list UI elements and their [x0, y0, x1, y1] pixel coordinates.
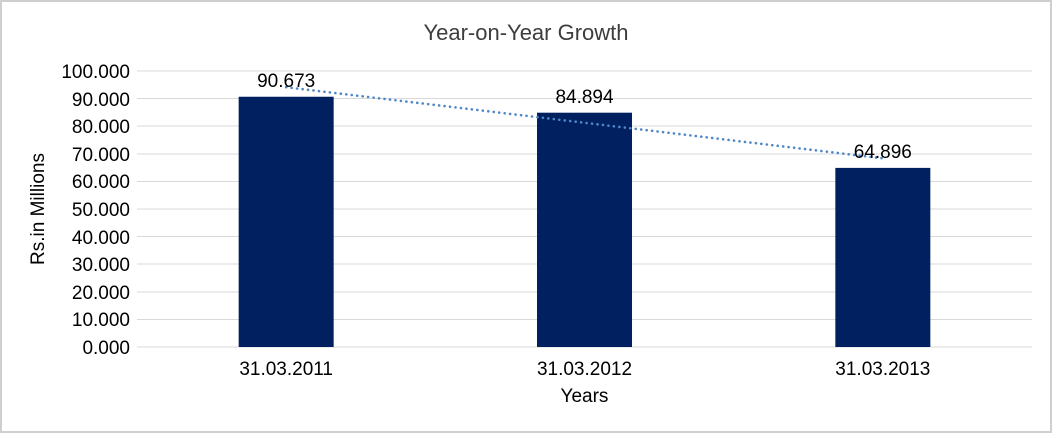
- y-tick-label: 80.000: [71, 117, 130, 139]
- x-tick-label: 31.03.2012: [536, 359, 633, 380]
- bar: [238, 96, 334, 347]
- bar: [537, 112, 632, 347]
- x-tick-label: 31.03.2011: [239, 359, 333, 380]
- y-tick-label: 50.000: [71, 200, 130, 221]
- y-tick-label: 60.000: [71, 172, 130, 194]
- data-label: 84.894: [555, 86, 614, 108]
- data-label: 90.673: [257, 70, 316, 92]
- data-label: 64.896: [853, 141, 912, 163]
- y-tick-label: 10.000: [71, 310, 130, 332]
- bar: [835, 167, 931, 347]
- y-tick-label: 90.000: [71, 89, 130, 111]
- y-tick-label: 100.000: [61, 62, 130, 83]
- chart-title: Year-on-Year Growth: [423, 20, 629, 45]
- y-tick-label: 70.000: [71, 144, 130, 166]
- plot-area: [137, 70, 1032, 348]
- x-tick-label: 31.03.2013: [835, 359, 931, 380]
- y-tick-label: 0.000: [82, 338, 130, 359]
- y-tick-label: 30.000: [71, 255, 130, 277]
- y-tick-label: 40.000: [71, 227, 130, 249]
- trendline: [284, 85, 885, 160]
- y-tick-label: 20.000: [71, 282, 130, 304]
- x-axis-title: Years: [560, 386, 609, 407]
